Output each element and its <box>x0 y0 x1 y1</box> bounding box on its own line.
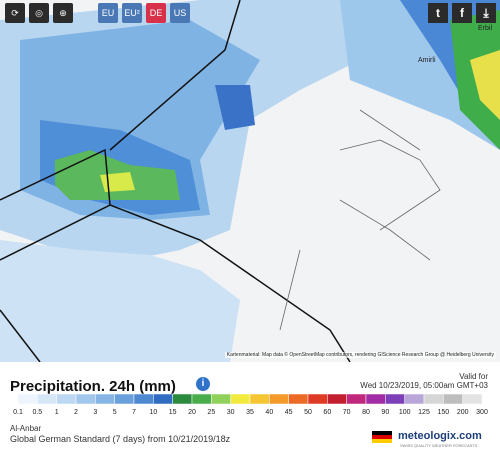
scale-swatch <box>385 393 405 405</box>
region-button[interactable]: EU² <box>122 3 142 23</box>
scale-swatch <box>133 393 154 405</box>
place-label: Erbil <box>478 25 492 32</box>
scale-label: 5 <box>113 409 117 416</box>
legend-panel <box>0 362 500 450</box>
scale-swatch <box>346 393 367 405</box>
scale-label: 45 <box>285 409 293 416</box>
scale-label: 50 <box>304 409 312 416</box>
precip-area <box>0 240 240 362</box>
scale-swatch <box>443 393 463 405</box>
scale-label: 150 <box>437 409 449 416</box>
scale-label: 300 <box>476 409 488 416</box>
scale-label: 10 <box>149 409 157 416</box>
download-button[interactable]: ⤓ <box>476 3 496 23</box>
color-scale: 0.1 0.5 1 2 3 5 7 10 15 20 25 30 35 40 45 50 60 70 80 90 100… <box>13 393 488 416</box>
scale-swatch <box>307 393 328 405</box>
scale-swatch <box>95 393 115 405</box>
scale-label: 35 <box>246 409 254 416</box>
globe-button[interactable]: ◎ <box>29 3 49 23</box>
info-button[interactable]: i <box>196 377 210 391</box>
scale-label: 3 <box>93 409 97 416</box>
facebook-button[interactable]: f <box>452 3 472 23</box>
precip-area <box>470 50 500 120</box>
scale-label: 80 <box>362 409 370 416</box>
scale-label: 20 <box>188 409 196 416</box>
scale-label: 0.5 <box>32 409 42 416</box>
scale-label: 70 <box>343 409 351 416</box>
scale-swatch <box>75 393 96 405</box>
scale-swatch <box>404 393 425 405</box>
scale-label: 60 <box>323 409 331 416</box>
brand-tagline: SWISS QUALITY WEATHER FORECASTS <box>400 443 478 448</box>
scale-swatch <box>153 393 173 405</box>
scale-swatch <box>172 393 193 405</box>
scale-label: 125 <box>418 409 430 416</box>
scale-label: 2 <box>74 409 78 416</box>
region-button[interactable]: DE <box>146 3 166 23</box>
region-button[interactable]: EU <box>98 3 118 23</box>
twitter-button[interactable]: t <box>428 3 448 23</box>
scale-swatch <box>249 393 270 405</box>
scale-swatch <box>288 393 309 405</box>
scale-label: 0.1 <box>13 409 23 416</box>
valid-label: Valid for <box>459 372 488 381</box>
region-button[interactable]: US <box>170 3 190 23</box>
zoom-button[interactable]: ⊕ <box>53 3 73 23</box>
scale-label: 200 <box>457 409 469 416</box>
scale-swatch <box>230 393 251 405</box>
scale-label: 30 <box>227 409 235 416</box>
scale-swatch <box>365 393 386 405</box>
precip-area <box>215 85 255 130</box>
valid-time: Wed 10/23/2019, 05:00am GMT+03 <box>360 381 488 390</box>
scale-swatch <box>211 393 231 405</box>
region-name: Al-Anbar <box>10 424 42 433</box>
model-info: Global German Standard (7 days) from 10/… <box>10 434 231 444</box>
scale-swatch <box>327 393 347 405</box>
place-label: Amirli <box>418 57 436 64</box>
scale-label: 7 <box>132 409 136 416</box>
scale-swatch <box>269 393 289 405</box>
border <box>0 0 351 362</box>
scale-swatch <box>191 393 212 405</box>
scale-label: 15 <box>169 409 177 416</box>
scale-swatch <box>462 393 483 405</box>
german-flag <box>372 431 392 443</box>
scale-label: 90 <box>381 409 389 416</box>
refresh-button[interactable]: ⟳ <box>5 3 25 23</box>
map: Erbil Amirli <box>0 0 500 362</box>
precip-area <box>100 172 135 192</box>
scale-swatch <box>56 393 77 405</box>
scale-swatch <box>114 393 135 405</box>
scale-swatch <box>423 393 444 405</box>
scale-label: 100 <box>399 409 411 416</box>
scale-label: 1 <box>55 409 59 416</box>
attribution: Kartenmaterial: Map data © OpenStreetMap… <box>224 352 496 358</box>
scale-label: 25 <box>207 409 215 416</box>
brand: meteologix.com <box>398 430 482 442</box>
scale-swatch <box>17 393 38 405</box>
legend-title: Precipitation. 24h (mm) <box>10 378 176 395</box>
scale-swatch <box>37 393 57 405</box>
road <box>279 109 441 331</box>
scale-label: 40 <box>265 409 273 416</box>
